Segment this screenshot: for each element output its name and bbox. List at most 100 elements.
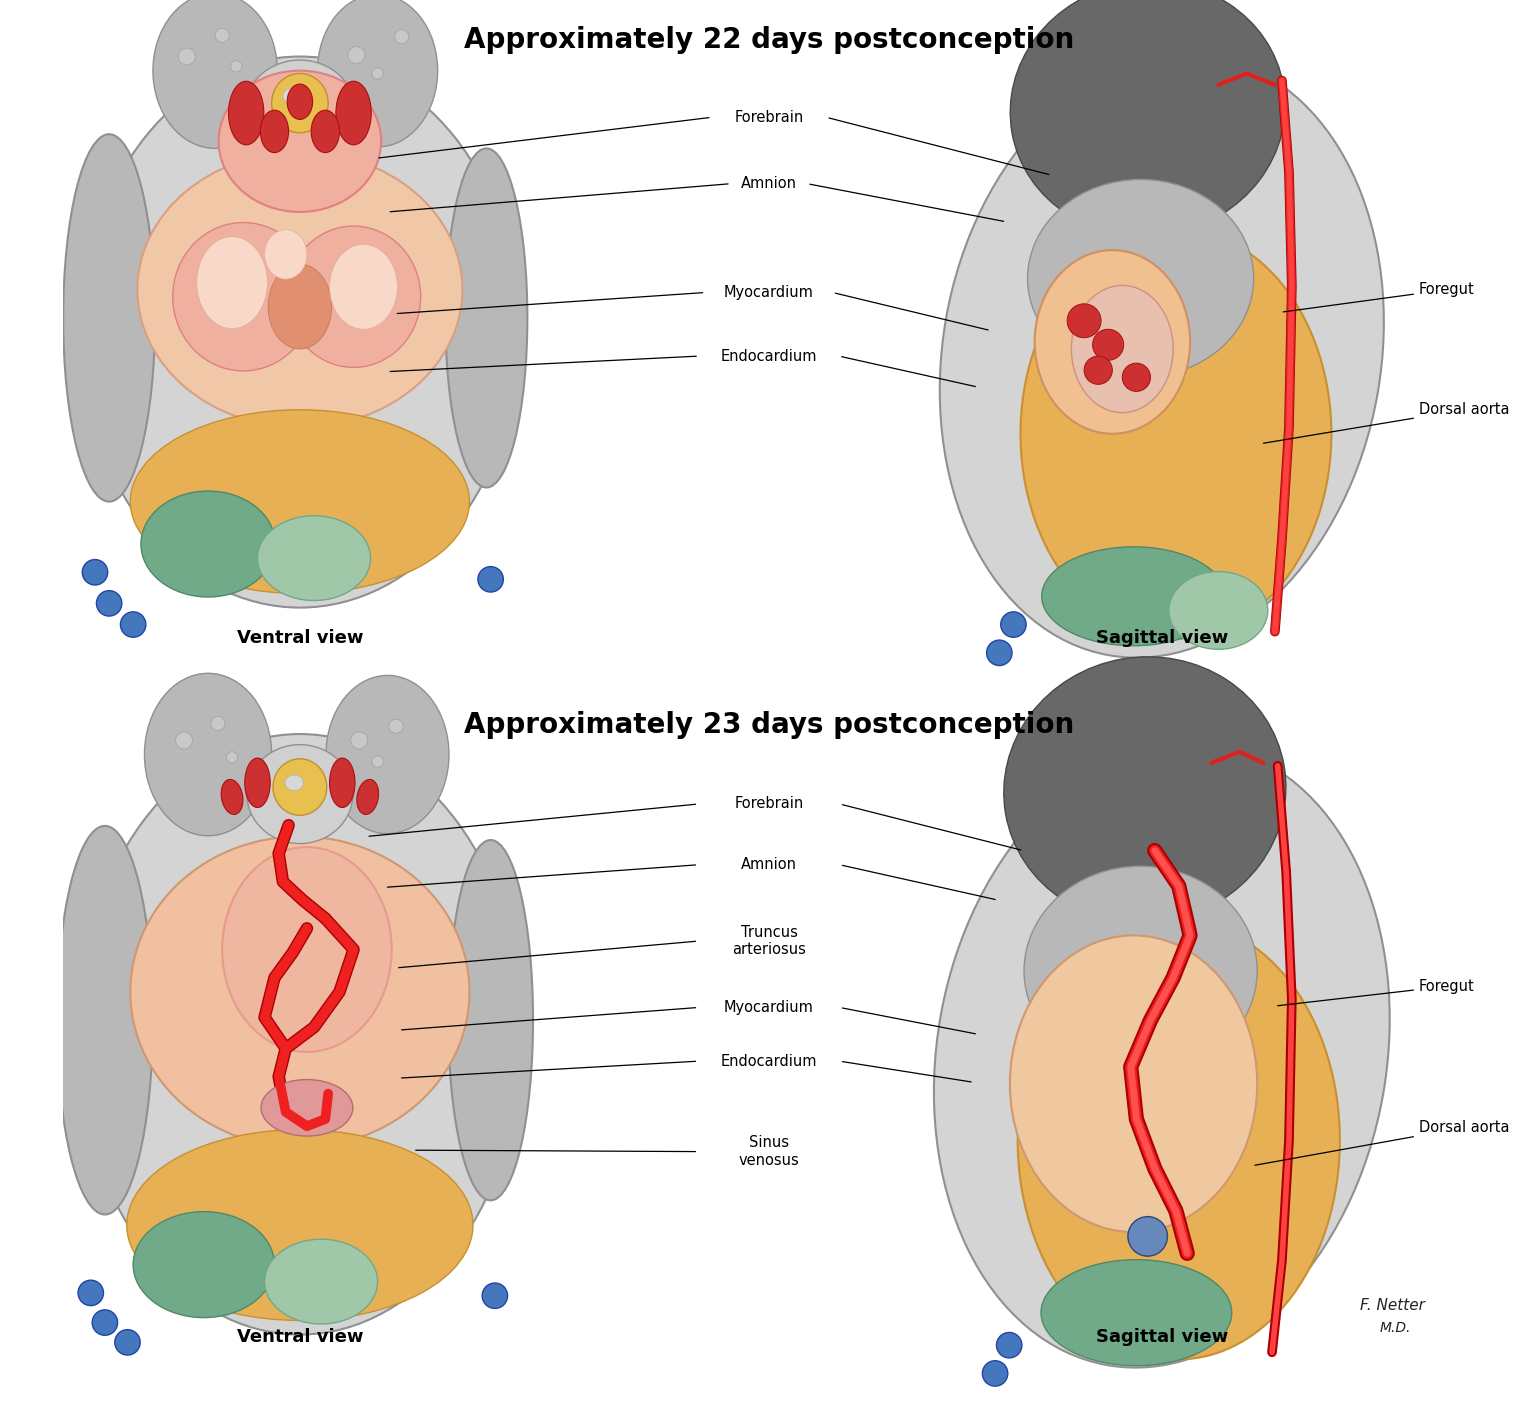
Ellipse shape <box>285 776 303 791</box>
Circle shape <box>983 1361 1007 1386</box>
Circle shape <box>78 1280 103 1306</box>
Text: Forebrain: Forebrain <box>734 110 804 124</box>
Circle shape <box>372 68 383 79</box>
Ellipse shape <box>260 110 289 153</box>
Text: Approximately 23 days postconception: Approximately 23 days postconception <box>464 711 1074 739</box>
Ellipse shape <box>145 674 272 835</box>
Ellipse shape <box>274 759 326 815</box>
Ellipse shape <box>1004 657 1286 923</box>
Text: Ventral view: Ventral view <box>237 629 363 647</box>
Ellipse shape <box>131 410 469 593</box>
Circle shape <box>226 752 238 763</box>
Ellipse shape <box>63 134 155 502</box>
Text: Dorsal aorta: Dorsal aorta <box>1263 403 1509 444</box>
Text: Ventral view: Ventral view <box>237 1328 363 1347</box>
Ellipse shape <box>1010 0 1286 236</box>
Ellipse shape <box>311 110 340 153</box>
Circle shape <box>175 732 192 749</box>
Circle shape <box>478 567 503 592</box>
Text: M.D.: M.D. <box>1380 1321 1410 1335</box>
Ellipse shape <box>152 0 277 148</box>
Text: Endocardium: Endocardium <box>721 1054 817 1068</box>
Ellipse shape <box>197 237 268 329</box>
Ellipse shape <box>940 55 1384 657</box>
Circle shape <box>481 1283 508 1308</box>
Ellipse shape <box>131 836 469 1147</box>
Ellipse shape <box>329 244 397 329</box>
Circle shape <box>351 732 368 749</box>
Circle shape <box>211 716 225 731</box>
Ellipse shape <box>126 1130 474 1320</box>
Ellipse shape <box>272 73 328 133</box>
Ellipse shape <box>229 82 265 146</box>
Ellipse shape <box>286 226 421 367</box>
Circle shape <box>82 560 108 585</box>
Circle shape <box>115 1330 140 1355</box>
Ellipse shape <box>934 743 1390 1368</box>
Ellipse shape <box>77 735 523 1334</box>
Ellipse shape <box>335 82 371 146</box>
Ellipse shape <box>1021 229 1332 639</box>
Text: Sagittal view: Sagittal view <box>1095 1328 1227 1347</box>
Ellipse shape <box>326 675 449 834</box>
Ellipse shape <box>1041 547 1226 646</box>
Ellipse shape <box>257 516 371 601</box>
Ellipse shape <box>1035 250 1190 434</box>
Text: Sagittal view: Sagittal view <box>1095 629 1227 647</box>
Ellipse shape <box>134 1212 274 1317</box>
Text: Endocardium: Endocardium <box>721 349 817 363</box>
Ellipse shape <box>1027 179 1253 377</box>
Text: Truncus
arteriosus: Truncus arteriosus <box>732 926 806 957</box>
Circle shape <box>215 28 229 42</box>
Ellipse shape <box>141 492 275 596</box>
Ellipse shape <box>245 759 271 808</box>
Circle shape <box>120 612 146 637</box>
Circle shape <box>231 61 241 72</box>
Circle shape <box>1123 363 1150 391</box>
Text: Foregut: Foregut <box>1278 979 1475 1006</box>
Circle shape <box>348 47 365 64</box>
Text: Approximately 22 days postconception: Approximately 22 days postconception <box>464 25 1074 54</box>
Circle shape <box>1092 329 1124 360</box>
Ellipse shape <box>1072 285 1173 413</box>
Ellipse shape <box>243 61 357 167</box>
Circle shape <box>1084 356 1112 384</box>
Text: Dorsal aorta: Dorsal aorta <box>1255 1121 1509 1166</box>
Text: Myocardium: Myocardium <box>724 1000 814 1015</box>
Text: Forebrain: Forebrain <box>734 797 804 811</box>
Ellipse shape <box>172 223 314 370</box>
Ellipse shape <box>57 825 152 1215</box>
Ellipse shape <box>288 85 312 120</box>
Ellipse shape <box>446 148 528 487</box>
Ellipse shape <box>283 88 303 105</box>
Circle shape <box>389 719 403 733</box>
Circle shape <box>178 48 195 65</box>
Ellipse shape <box>261 1080 352 1136</box>
Circle shape <box>97 591 122 616</box>
Ellipse shape <box>1169 572 1267 650</box>
Text: Amnion: Amnion <box>741 858 797 872</box>
Ellipse shape <box>1018 921 1340 1359</box>
Ellipse shape <box>82 57 518 608</box>
Ellipse shape <box>1041 1260 1232 1365</box>
Text: Myocardium: Myocardium <box>724 285 814 300</box>
Ellipse shape <box>357 780 378 814</box>
Circle shape <box>1127 1217 1167 1256</box>
Circle shape <box>372 756 383 767</box>
Ellipse shape <box>329 759 355 808</box>
Ellipse shape <box>268 264 332 349</box>
Ellipse shape <box>218 71 381 212</box>
Circle shape <box>997 1332 1021 1358</box>
Circle shape <box>395 30 409 44</box>
Circle shape <box>1067 304 1101 338</box>
Ellipse shape <box>317 0 438 147</box>
Circle shape <box>92 1310 117 1335</box>
Circle shape <box>986 640 1012 666</box>
Circle shape <box>1001 612 1026 637</box>
Ellipse shape <box>1024 866 1257 1075</box>
Ellipse shape <box>137 153 463 428</box>
Ellipse shape <box>265 230 308 280</box>
Ellipse shape <box>221 848 392 1051</box>
Ellipse shape <box>265 1239 378 1324</box>
Ellipse shape <box>221 780 243 814</box>
